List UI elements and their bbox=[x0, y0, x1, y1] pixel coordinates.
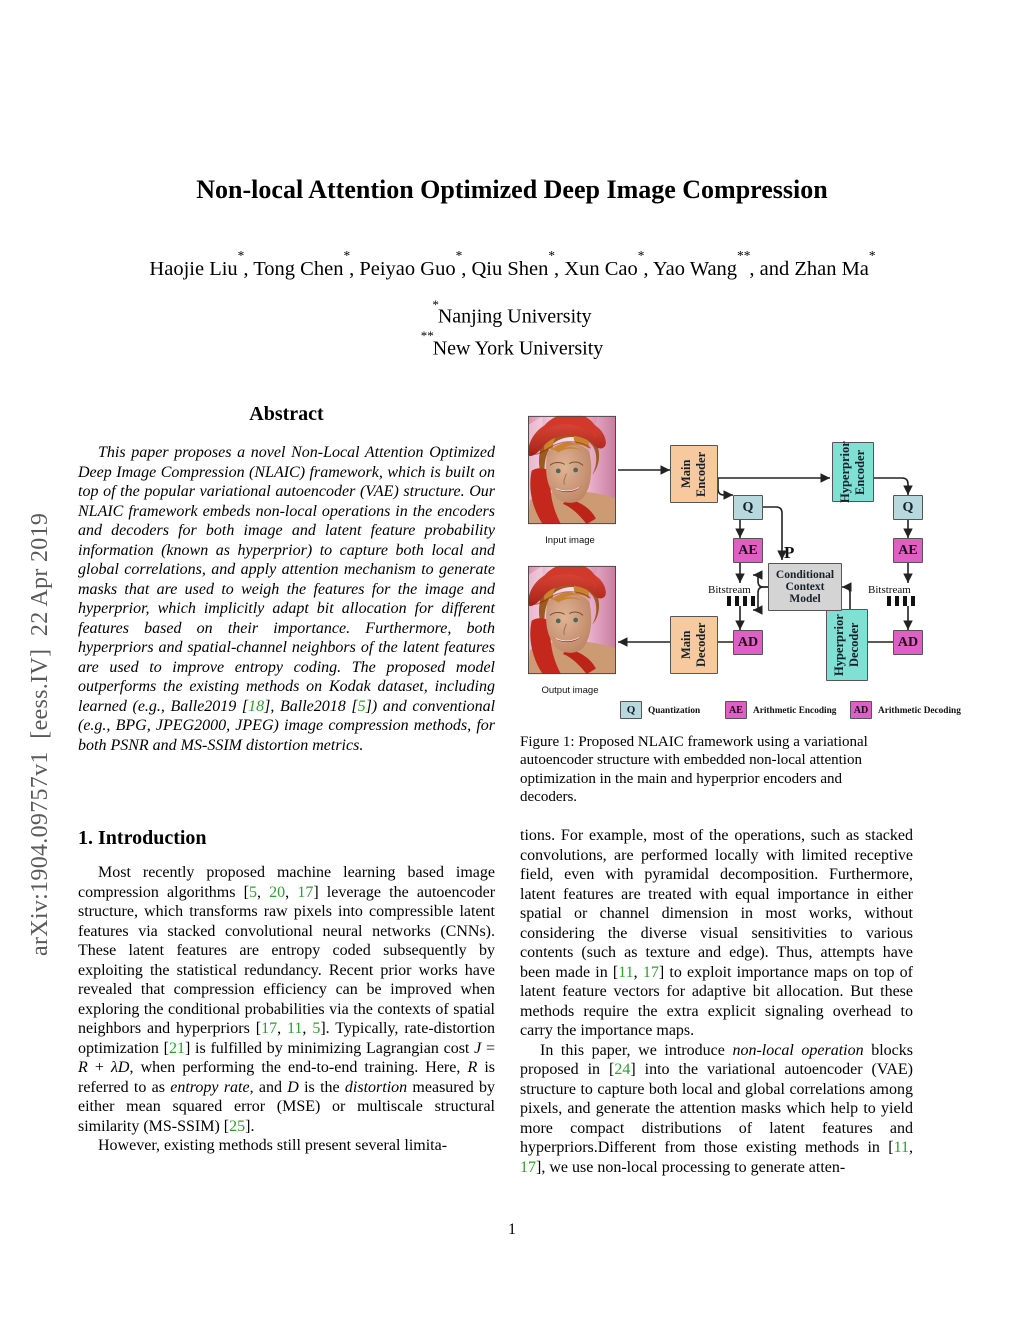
svg-text:Output image: Output image bbox=[541, 685, 598, 696]
svg-text:Input image: Input image bbox=[545, 535, 595, 546]
